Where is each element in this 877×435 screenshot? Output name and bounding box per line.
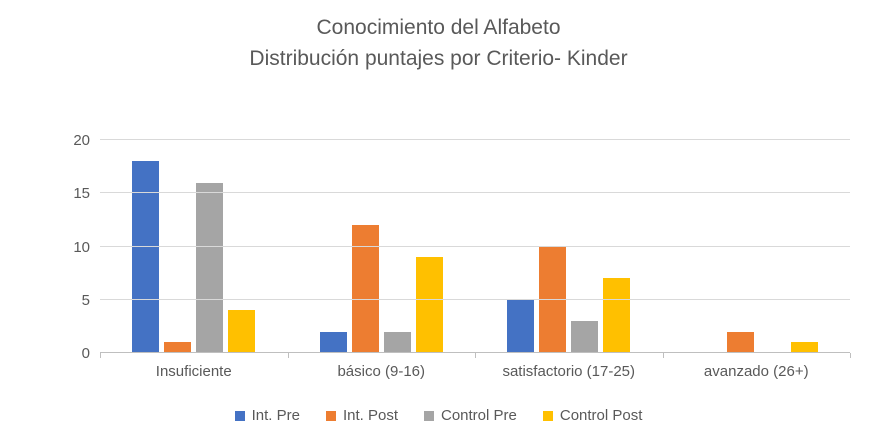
x-category-label: satisfactorio (17-25) — [502, 363, 636, 380]
bar-group — [100, 140, 288, 353]
bar-group — [475, 140, 663, 353]
chart-title-line-2: Distribución puntajes por Criterio- Kind… — [249, 47, 628, 70]
legend: Int. Pre Int. Post Control Pre Control Post — [0, 407, 877, 424]
bar-groups — [100, 140, 850, 353]
bar — [539, 246, 567, 353]
gridline — [100, 139, 850, 140]
bar — [415, 257, 443, 353]
chart-title-line-1: Conocimiento del Alfabeto — [316, 16, 561, 39]
bar — [790, 342, 818, 353]
legend-label: Control Post — [559, 407, 643, 424]
bar — [132, 161, 160, 353]
bar — [196, 182, 224, 353]
legend-swatch — [542, 410, 553, 421]
x-category-label: básico (9-16) — [337, 363, 426, 380]
legend-item: Int. Post — [325, 407, 398, 424]
legend-label: Int. Pre — [251, 407, 300, 424]
bar — [383, 331, 411, 353]
x-category-label: avanzado (26+) — [703, 363, 809, 380]
legend-swatch — [325, 410, 336, 421]
bar — [726, 331, 754, 353]
legend-swatch — [234, 410, 245, 421]
legend-label: Control Pre — [440, 407, 517, 424]
bar — [228, 310, 256, 353]
bar-group — [288, 140, 476, 353]
y-tick-label: 20 — [73, 132, 90, 149]
x-axis-labels: Insuficiente básico (9-16) satisfactorio (… — [100, 363, 850, 380]
y-tick-label: 10 — [73, 238, 90, 256]
legend-item: Control Post — [542, 407, 643, 424]
y-tick-label: 15 — [73, 185, 90, 203]
gridline — [100, 298, 850, 300]
gridline — [100, 245, 850, 247]
legend-swatch — [423, 410, 434, 421]
x-axis-tick — [287, 353, 289, 358]
bar — [571, 321, 599, 353]
gridline — [100, 192, 850, 194]
plot-area: 0 5 10 15 20 — [73, 132, 851, 362]
y-tick-label: 5 — [81, 291, 90, 309]
bar — [603, 278, 631, 353]
y-tick-label: 0 — [81, 345, 90, 362]
x-category-label: Insuficiente — [155, 363, 232, 380]
x-axis-tick — [850, 353, 851, 358]
x-axis-tick — [475, 353, 476, 358]
bar — [507, 299, 535, 353]
chart-title: Conocimiento del Alfabeto Distribución p… — [0, 12, 877, 74]
legend-item: Control Pre — [423, 407, 517, 424]
bar — [164, 342, 192, 353]
bar — [351, 225, 379, 353]
bar-group — [663, 140, 851, 353]
legend-item: Int. Pre — [234, 407, 300, 424]
x-axis-tick — [100, 353, 101, 358]
legend-label: Int. Post — [342, 407, 398, 424]
x-axis-tick — [662, 353, 664, 358]
x-axis-line — [100, 352, 850, 353]
bar — [319, 331, 347, 353]
